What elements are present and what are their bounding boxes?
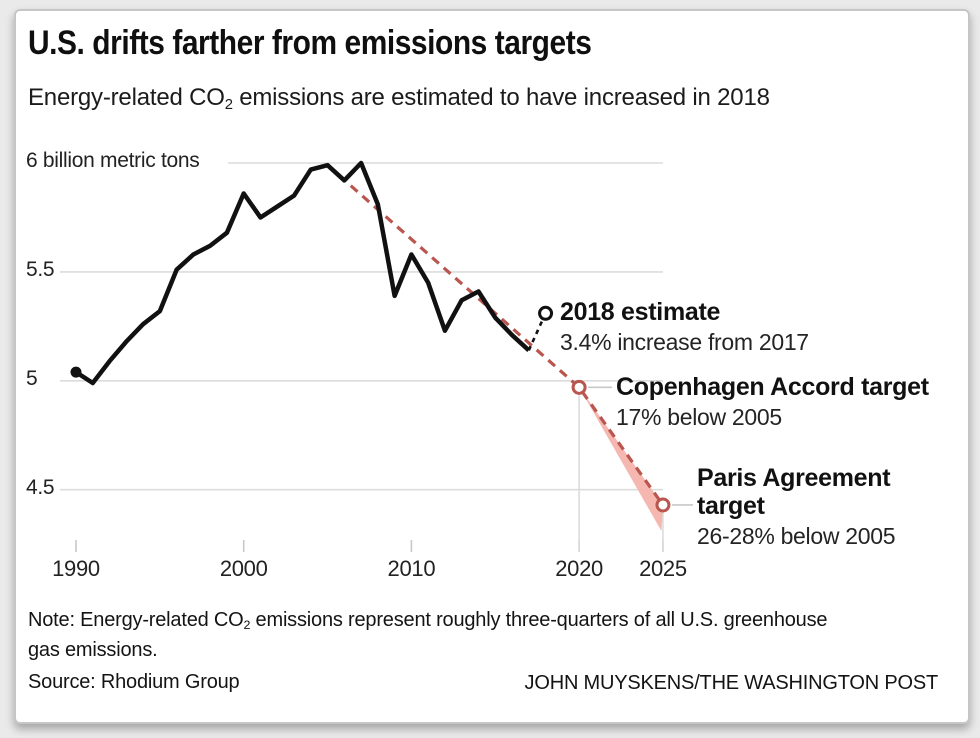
note-subscript: 2 [243, 618, 251, 633]
annotation-copenhagen-sub: 17% below 2005 [616, 404, 782, 430]
annotation-paris-target: Paris Agreement target [697, 464, 891, 521]
paris-target-range-area [579, 387, 663, 532]
subtitle-pre: Energy-related CO [28, 84, 225, 111]
x-axis-label: 1990 [52, 556, 100, 581]
subtitle-post: emissions are estimated to have increase… [232, 84, 770, 111]
x-axis-label: 2010 [387, 556, 436, 581]
page-title: U.S. drifts farther from emissions targe… [28, 24, 668, 63]
projection-dashed-line [326, 163, 665, 506]
y-axis-label: 5 [26, 366, 38, 390]
chart-subtitle: Energy-related CO2 emissions are estimat… [28, 84, 770, 113]
annotation-paris-sub: 26-28% below 2005 [697, 523, 896, 549]
annotation-2018-estimate: 2018 estimate [560, 298, 721, 326]
emissions-actual-line [74, 160, 531, 386]
estimate-connector [527, 312, 547, 351]
annotation-copenhagen-target: Copenhagen Accord target [616, 373, 929, 401]
note-pre: Note: Energy-related CO [28, 609, 244, 631]
x-axis-label: 2025 [639, 556, 687, 581]
byline-credit: JOHN MUYSKENS/THE WASHINGTON POST [524, 672, 939, 694]
subtitle-subscript: 2 [224, 96, 233, 113]
estimate-marker [538, 305, 554, 321]
note-post: emissions represent roughly three-quarte… [250, 609, 828, 631]
annotation-2018-estimate-sub: 3.4% increase from 2017 [560, 329, 809, 355]
source-label: Source: Rhodium Group [28, 671, 240, 693]
chart-note: Note: Energy-related CO2 emissions repre… [28, 606, 828, 664]
y-axis-label: 5.5 [26, 257, 55, 281]
chart-card [14, 9, 970, 724]
x-axis-label: 2000 [219, 556, 268, 581]
paris-target-marker [655, 497, 671, 513]
y-axis-label: 4.5 [26, 475, 55, 499]
series-start-dot [70, 366, 82, 378]
note-line2: gas emissions. [28, 639, 158, 661]
copenhagen-target-marker [571, 379, 587, 395]
page-title-text: U.S. drifts farther from emissions targe… [28, 24, 592, 62]
x-axis-label: 2020 [555, 556, 603, 581]
note-line1: Note: Energy-related CO2 emissions repre… [28, 606, 828, 636]
y-axis-label: 6 billion metric tons [26, 149, 200, 172]
